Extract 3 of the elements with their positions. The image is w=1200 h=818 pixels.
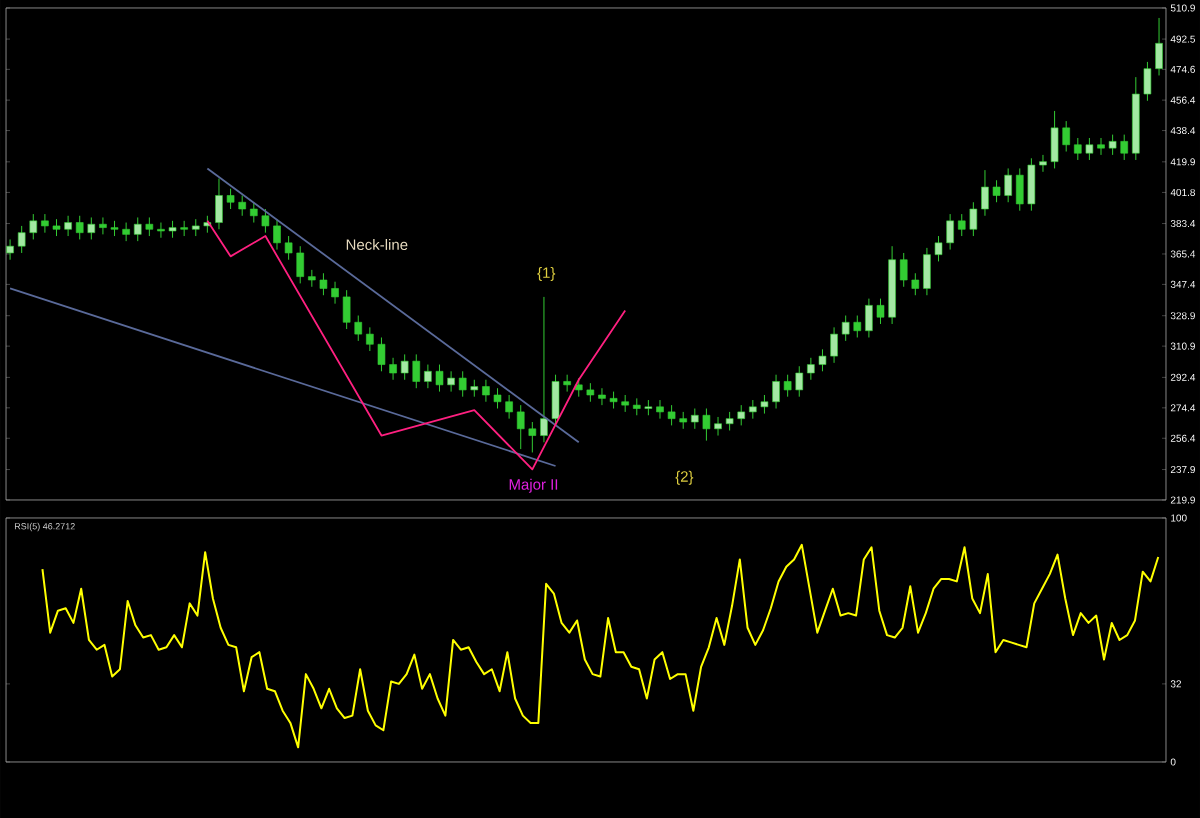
candlestick xyxy=(6,238,14,261)
line-series xyxy=(206,219,627,471)
candlestick xyxy=(540,296,548,443)
